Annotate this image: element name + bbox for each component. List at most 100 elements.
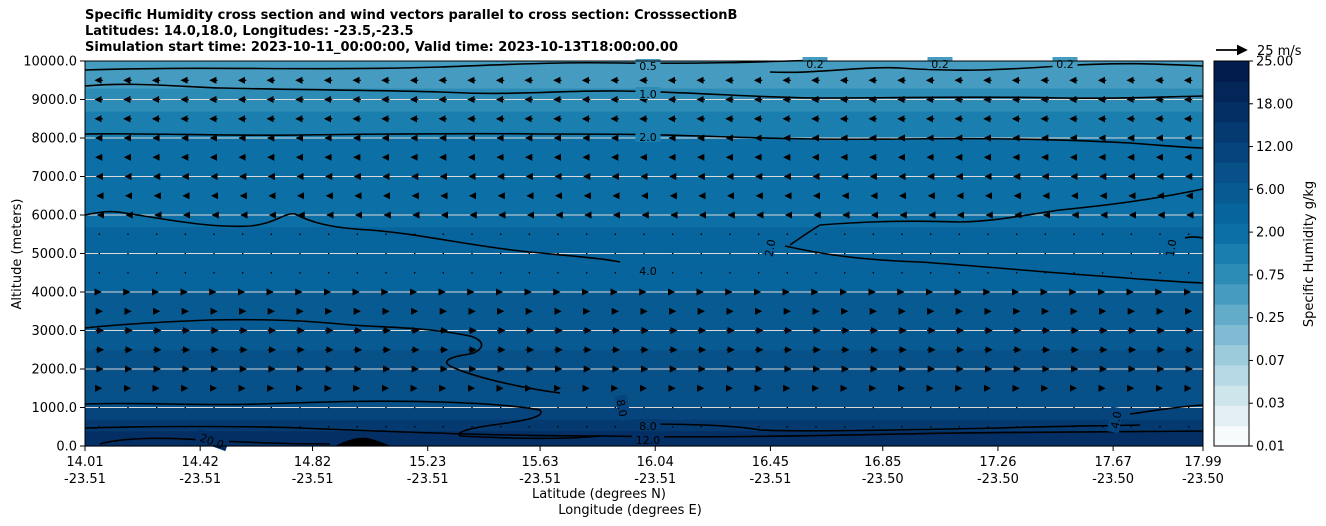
wind-vector <box>929 406 932 409</box>
humidity-band <box>85 334 1203 339</box>
contour-label: 0.2 <box>927 57 953 71</box>
wind-vector <box>528 252 531 255</box>
contour-label-text: 4.0 <box>639 265 657 278</box>
contour-label-bg <box>1161 234 1179 262</box>
wind-vector <box>213 406 215 409</box>
wind-vector <box>270 233 273 235</box>
humidity-band <box>85 180 1203 185</box>
wind-vector <box>729 233 731 235</box>
wind-vector <box>815 252 817 255</box>
wind-vector <box>843 233 846 235</box>
wind-vector <box>901 252 903 255</box>
wind-vector <box>929 233 932 235</box>
contour-label: 0.5 <box>635 59 661 73</box>
contour-label-text: 1.0 <box>639 88 657 101</box>
wind-vector <box>1101 272 1104 274</box>
wind-vector <box>270 426 273 428</box>
humidity-band <box>85 303 1203 308</box>
humidity-band <box>85 184 1203 189</box>
contour-0.2 <box>769 62 1204 74</box>
wind-vector <box>614 233 617 235</box>
x-tick-label-lat: 16.85 <box>864 455 901 470</box>
wind-vector <box>1159 272 1161 274</box>
humidity-band <box>85 349 1203 355</box>
wind-vector <box>1015 426 1018 428</box>
contour-label-bg <box>614 394 632 422</box>
colorbar-swatch <box>1214 202 1249 224</box>
wind-vector <box>1044 272 1047 274</box>
contour-label: 4.0 <box>1106 406 1124 434</box>
wind-vector <box>270 406 273 409</box>
wind-vector <box>413 233 416 235</box>
contour-label: 2.0 <box>760 234 779 262</box>
wind-vector <box>1015 406 1018 409</box>
colorbar-swatch <box>1214 162 1249 184</box>
x-tick-label-lon: -23.51 <box>64 472 106 487</box>
wind-vector <box>757 406 760 409</box>
humidity-band <box>85 122 1203 128</box>
wind-vector <box>987 252 989 255</box>
wind-vector <box>929 426 932 428</box>
humidity-band <box>85 380 1203 385</box>
wind-vector <box>385 233 387 235</box>
wind-vector <box>327 233 330 235</box>
wind-vector <box>786 233 789 235</box>
humidity-band <box>85 372 1203 378</box>
wind-vector <box>385 272 387 274</box>
wind-vector <box>1101 426 1104 428</box>
contour-label-text: 0.2 <box>1056 58 1074 71</box>
wind-vector <box>356 426 359 428</box>
wind-vector <box>872 272 875 274</box>
wind-vector <box>614 406 617 409</box>
y-tick-label: 9000.0 <box>32 93 78 108</box>
wind-vector <box>155 406 158 409</box>
wind-vector <box>213 252 215 255</box>
wind-vector <box>356 233 359 235</box>
colorbar-swatch <box>1214 121 1249 143</box>
contour-label: 1.0 <box>1161 234 1179 262</box>
wind-vector <box>127 406 129 409</box>
colorbar-tick-label: 6.00 <box>1256 183 1285 198</box>
colorbar-tick-label: 0.25 <box>1256 311 1285 326</box>
wind-vector <box>127 272 129 274</box>
contour-label-text: 0.2 <box>931 58 949 71</box>
humidity-band <box>85 280 1203 285</box>
wind-vector <box>901 272 903 274</box>
wind-vector <box>442 272 445 274</box>
contour-label-text: 0.2 <box>806 58 824 71</box>
wind-vector <box>786 426 789 428</box>
contour-label-bg <box>1052 57 1078 69</box>
wind-vector <box>1015 272 1018 274</box>
wind-vector <box>1187 426 1190 428</box>
wind-vector <box>958 426 961 428</box>
wind-vector <box>557 272 559 274</box>
contour-label-bg <box>927 57 953 69</box>
x-tick-label-lon: -23.51 <box>749 472 791 487</box>
contour-label: 12.0 <box>632 433 664 447</box>
title-line-2: Latitudes: 14.0,18.0, Longitudes: -23.5,… <box>85 24 414 39</box>
y-tick-label: 3000.0 <box>32 324 78 339</box>
colorbar-tick-label: 12.00 <box>1256 140 1293 155</box>
wind-vector <box>700 406 703 409</box>
x-tick-label-lat: 17.67 <box>1095 455 1132 470</box>
wind-vector <box>987 406 989 409</box>
contour-label-bg <box>802 57 828 69</box>
humidity-band <box>85 395 1203 401</box>
wind-vector <box>700 272 703 274</box>
wind-vector <box>98 426 101 428</box>
wind-vector <box>729 272 731 274</box>
wind-vector <box>1101 252 1104 255</box>
wind-vector <box>241 426 244 428</box>
contour-label-text: 2.0 <box>763 238 779 257</box>
colorbar-swatch <box>1214 364 1249 386</box>
wind-vector <box>929 272 932 274</box>
wind-vector <box>327 272 330 274</box>
wind-vector <box>987 233 989 235</box>
contour-4.0-right <box>1129 404 1204 415</box>
contour-label: 4.0 <box>635 264 661 278</box>
wind-vector <box>385 406 387 409</box>
wind-vector <box>385 426 387 428</box>
wind-vector <box>700 233 703 235</box>
contour-label-bg <box>635 419 661 431</box>
wind-vector <box>213 272 215 274</box>
